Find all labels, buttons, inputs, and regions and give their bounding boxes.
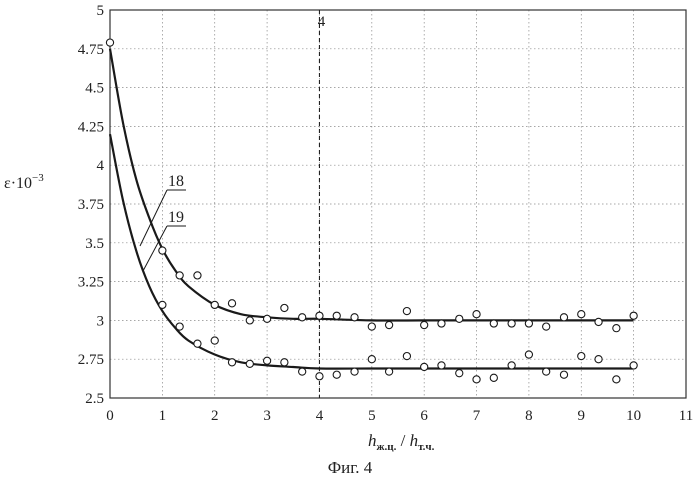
figure-caption: Фиг. 4: [0, 458, 700, 478]
series-19-point: [508, 362, 515, 369]
series-19-point: [595, 356, 602, 363]
series-18-point: [228, 300, 235, 307]
series-18-point: [525, 320, 532, 327]
series-18-point: [421, 321, 428, 328]
series-19-point: [490, 374, 497, 381]
x-tick-label: 3: [263, 408, 271, 424]
y-tick-label: 2.5: [85, 391, 104, 407]
y-axis-label-base: ε·10: [4, 175, 32, 192]
x-tick-label: 2: [211, 408, 219, 424]
series-18-point: [490, 320, 497, 327]
series-19-point: [194, 340, 201, 347]
y-axis-label-exponent: −3: [32, 172, 44, 184]
series-18-point: [595, 318, 602, 325]
y-tick-label: 4.5: [85, 81, 104, 97]
y-axis-label: ε·10−3: [4, 172, 44, 192]
series-19-point: [299, 368, 306, 375]
series-18-point: [316, 312, 323, 319]
series-18-point: [385, 321, 392, 328]
x-label-sep: /: [396, 431, 409, 450]
series-18-point: [613, 325, 620, 332]
series-18-point: [403, 307, 410, 314]
series-19-point: [438, 362, 445, 369]
series-18-point: [299, 314, 306, 321]
x-tick-label: 10: [626, 408, 641, 424]
reference-line-label: 4: [318, 14, 326, 30]
series-19-point: [263, 357, 270, 364]
series-18-point: [351, 314, 358, 321]
x-tick-label: 0: [106, 408, 114, 424]
y-tick-label: 4.25: [78, 119, 104, 135]
series-19-point: [368, 356, 375, 363]
series-19-point: [281, 359, 288, 366]
series-19-point: [351, 368, 358, 375]
series-18-point: [473, 311, 480, 318]
x-label-sub1: ж.ц.: [377, 441, 397, 453]
y-tick-label: 3.25: [78, 275, 104, 291]
series-19-point: [211, 337, 218, 344]
curve-label-19: 19: [168, 209, 184, 226]
series-18-point: [543, 323, 550, 330]
series-19-point: [385, 368, 392, 375]
x-label-h2: h: [410, 431, 419, 450]
series-19-point: [578, 352, 585, 359]
series-18-point: [333, 312, 340, 319]
x-label-sub2: т.ч.: [418, 441, 435, 453]
series-19-point: [560, 371, 567, 378]
series-18-point: [263, 315, 270, 322]
series-18-point: [194, 272, 201, 279]
x-tick-label: 11: [679, 408, 693, 424]
curve-label-18: 18: [168, 173, 184, 190]
series-18-point: [438, 320, 445, 327]
y-tick-label: 5: [97, 3, 105, 19]
series-19-point: [525, 351, 532, 358]
y-tick-label: 2.75: [78, 352, 104, 368]
series-18-point: [246, 317, 253, 324]
y-tick-label: 4.75: [78, 42, 104, 58]
x-tick-label: 7: [473, 408, 481, 424]
y-tick-label: 3.5: [85, 236, 104, 252]
x-axis-label: hж.ц. / hт.ч.: [368, 431, 435, 453]
series-18-point: [578, 311, 585, 318]
series-18-point: [106, 39, 113, 46]
series-18-point: [281, 304, 288, 311]
series-18-point: [176, 272, 183, 279]
series-18-point: [508, 320, 515, 327]
series-19-point: [403, 352, 410, 359]
series-18-point: [159, 247, 166, 254]
y-tick-label: 4: [97, 158, 105, 174]
series-18-point: [368, 323, 375, 330]
y-tick-label: 3: [97, 313, 105, 329]
series-19-point: [333, 371, 340, 378]
x-tick-label: 6: [420, 408, 428, 424]
x-tick-label: 8: [525, 408, 533, 424]
x-tick-label: 4: [316, 408, 324, 424]
series-19-point: [456, 370, 463, 377]
series-19-point: [543, 368, 550, 375]
series-18-point: [630, 312, 637, 319]
series-19-point: [613, 376, 620, 383]
series-19-point: [630, 362, 637, 369]
series-18-point: [456, 315, 463, 322]
x-tick-label: 9: [578, 408, 586, 424]
series-19-point: [159, 301, 166, 308]
x-label-h1: h: [368, 431, 377, 450]
y-tick-label: 3.75: [78, 197, 104, 213]
series-19-point: [246, 360, 253, 367]
series-19-point: [228, 359, 235, 366]
x-tick-label: 5: [368, 408, 376, 424]
series-18-point: [211, 301, 218, 308]
series-18-point: [560, 314, 567, 321]
series-19-point: [316, 373, 323, 380]
x-tick-label: 1: [159, 408, 167, 424]
series-19-point: [176, 323, 183, 330]
series-19-point: [473, 376, 480, 383]
series-19-point: [421, 363, 428, 370]
